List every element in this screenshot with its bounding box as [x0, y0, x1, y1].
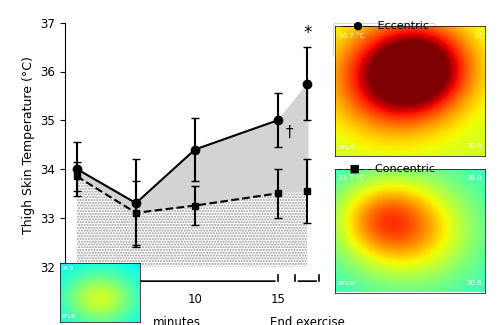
Text: ØFLIR: ØFLIR — [62, 314, 76, 319]
Text: †: † — [286, 125, 294, 140]
Text: minutes: minutes — [154, 316, 202, 325]
Text: ØFLIR: ØFLIR — [338, 145, 356, 150]
Legend: Eccentric, Concentric: Eccentric, Concentric — [333, 23, 436, 56]
Text: 30.6: 30.6 — [466, 280, 482, 286]
Text: 34.9: 34.9 — [62, 266, 74, 271]
Text: Start: Start — [62, 293, 92, 306]
Text: 37: 37 — [473, 32, 482, 38]
Text: *: * — [303, 24, 312, 42]
Text: 5: 5 — [132, 293, 140, 306]
Text: End exercise: End exercise — [270, 316, 344, 325]
Text: 35.7 °C: 35.7 °C — [338, 175, 364, 181]
Text: 36.7 °C: 36.7 °C — [338, 32, 364, 38]
Text: ØFLIR: ØFLIR — [338, 281, 356, 286]
Text: 30.9: 30.9 — [466, 144, 482, 150]
Text: 10: 10 — [188, 293, 202, 306]
Y-axis label: Thigh Skin Temperature (°C): Thigh Skin Temperature (°C) — [22, 56, 35, 234]
Text: 38.0: 38.0 — [466, 175, 482, 181]
Text: —●— Eccentric: —●— Eccentric — [342, 21, 430, 31]
Text: 15: 15 — [270, 293, 285, 306]
Text: - -■- - Concentric: - -■- - Concentric — [338, 164, 434, 174]
